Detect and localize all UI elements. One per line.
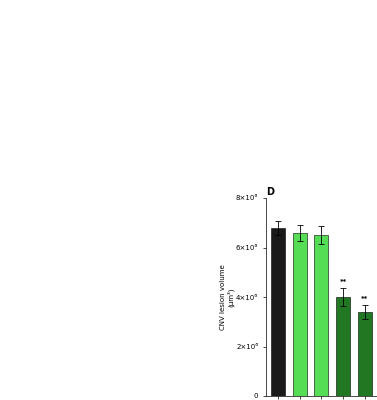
Y-axis label: CNV lesion volume
(μm³): CNV lesion volume (μm³) xyxy=(220,264,234,330)
Bar xyxy=(271,228,285,396)
Text: **: ** xyxy=(361,296,368,302)
Bar xyxy=(293,233,307,396)
Text: D: D xyxy=(266,187,274,197)
Text: **: ** xyxy=(340,279,347,285)
Bar xyxy=(358,312,372,396)
Bar xyxy=(336,297,350,396)
Bar xyxy=(314,235,328,396)
